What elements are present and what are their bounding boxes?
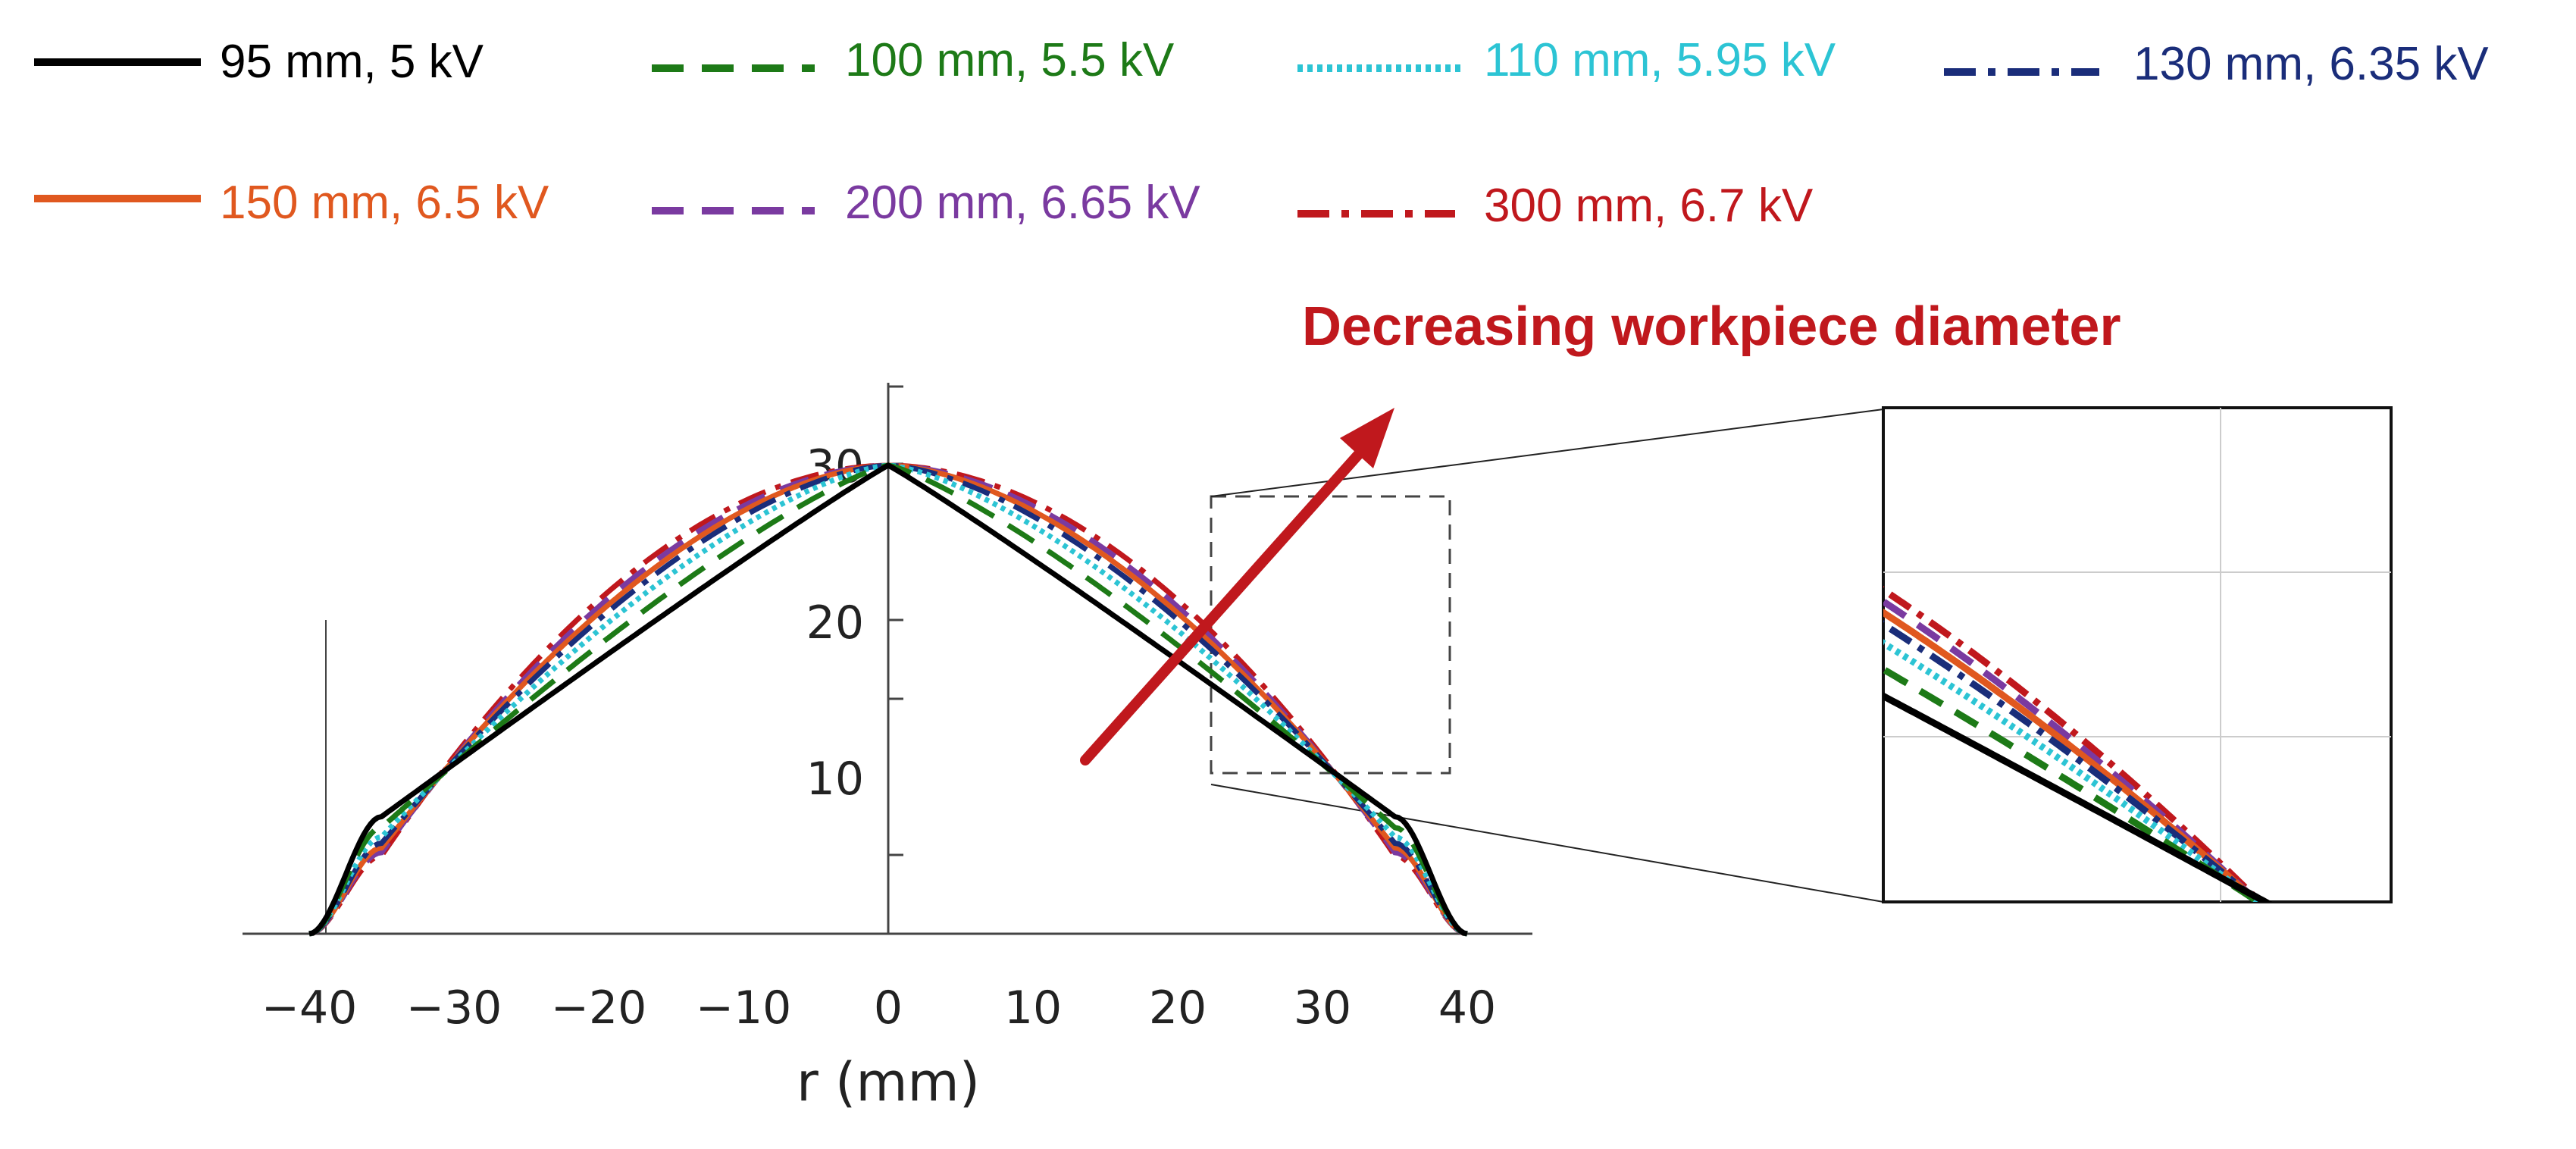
inset-frame (1882, 406, 2393, 903)
x-axis-label: r (mm) (797, 1051, 980, 1113)
trend-arrow-shaft (1080, 434, 1377, 765)
legend-item-110mm: 110 mm, 5.95 kV (1297, 34, 1836, 86)
legend-label-100mm: 100 mm, 5.5 kV (845, 34, 1175, 86)
y-tick-marks (888, 385, 903, 856)
legend: 95 mm, 5 kV 100 mm, 5.5 kV 110 mm, 5.95 … (34, 34, 2489, 232)
inset-series-line-150mm (1883, 608, 2263, 902)
series-line-110mm (308, 462, 1468, 937)
inset-series-line-130mm (1883, 620, 2264, 902)
series-line-130mm (308, 462, 1468, 937)
x-tick-label: −10 (696, 982, 792, 1035)
inset-series-line-300mm (1883, 585, 2265, 902)
annotation-label: Decreasing workpiece diameter (1302, 296, 2121, 357)
legend-label-95mm: 95 mm, 5 kV (220, 36, 484, 88)
zoom-connector-top (1210, 409, 1884, 497)
legend-label-300mm: 300 mm, 6.7 kV (1484, 180, 1814, 232)
x-tick-label: 20 (1149, 982, 1207, 1035)
trend-arrow-head (1340, 408, 1394, 468)
legend-label-150mm: 150 mm, 6.5 kV (220, 177, 549, 229)
x-tick-label: 0 (874, 982, 903, 1035)
legend-label-200mm: 200 mm, 6.65 kV (845, 177, 1200, 229)
x-ticks: −40 −30 −20 −10 0 10 20 30 40 (261, 982, 1496, 1035)
main-curves (308, 462, 1468, 937)
inset-grid (1883, 408, 2391, 902)
inset-series-line-100mm (1883, 665, 2265, 902)
legend-item-200mm: 200 mm, 6.65 kV (652, 177, 1200, 229)
inset-series-line-110mm (1883, 639, 2263, 902)
zoom-region-box (1210, 495, 1451, 775)
x-tick-label: 10 (1004, 982, 1062, 1035)
x-tick-label: −20 (551, 982, 647, 1035)
inset-plot (1882, 406, 2393, 903)
y-tick-label: 20 (806, 596, 864, 650)
main-axes (243, 383, 1532, 935)
legend-item-130mm: 130 mm, 6.35 kV (1944, 38, 2489, 90)
legend-item-100mm: 100 mm, 5.5 kV (652, 34, 1175, 86)
x-tick-label: 30 (1294, 982, 1351, 1035)
zoom-connector-bottom (1210, 784, 1884, 903)
legend-item-300mm: 300 mm, 6.7 kV (1297, 180, 1814, 232)
legend-item-95mm: 95 mm, 5 kV (34, 36, 484, 88)
inset-curves (1883, 585, 2273, 902)
x-tick-label: −30 (406, 982, 502, 1035)
series-line-95mm (308, 462, 1468, 937)
legend-label-130mm: 130 mm, 6.35 kV (2133, 38, 2489, 90)
legend-label-110mm: 110 mm, 5.95 kV (1484, 34, 1836, 86)
legend-item-150mm: 150 mm, 6.5 kV (34, 177, 549, 229)
x-tick-label: −40 (261, 982, 358, 1035)
inset-series-line-95mm (1883, 692, 2273, 902)
trend-arrow (1080, 408, 1394, 765)
y-tick-label: 10 (806, 753, 864, 806)
x-tick-label: 40 (1438, 982, 1496, 1035)
